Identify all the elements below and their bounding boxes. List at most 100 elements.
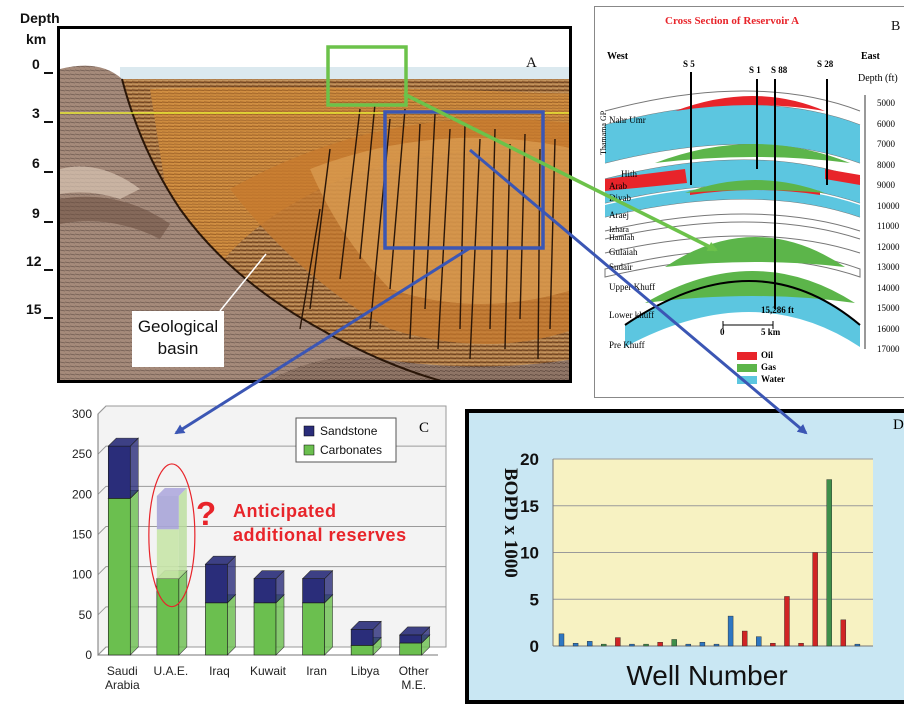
gridline [97, 526, 446, 535]
well-bar [643, 643, 649, 647]
legend-swatch-water [737, 376, 757, 384]
well-bar [798, 642, 804, 647]
bar-sandstone [399, 634, 423, 644]
legend-label-carbonates: Carbonates [320, 443, 382, 457]
depth-ft-tick: 6000 [877, 118, 895, 129]
depth-ft-tick: 12000 [877, 241, 900, 252]
depth-tick: 0 [32, 56, 40, 72]
x-axis-title: Well Number [626, 660, 787, 691]
bar-sandstone-top [107, 437, 140, 447]
bar-sandstone-top [350, 620, 382, 630]
well-bar [840, 619, 847, 647]
x-tick-label: U.A.E. [154, 664, 189, 678]
well-bar [784, 596, 790, 647]
formation-label: Arab [609, 181, 627, 191]
bar-sandstone-top [253, 570, 285, 579]
bar-carbonates [205, 602, 228, 656]
scale-zero: 0 [720, 327, 725, 337]
legend-swatch-oil [737, 352, 757, 360]
well-bar [629, 643, 635, 647]
y-tick-label: 0 [85, 648, 92, 662]
panel-d-letter: D [893, 417, 904, 433]
depth-ft-tick: 10000 [877, 200, 900, 211]
depth-ft-tick: 17000 [877, 344, 900, 354]
well-label: S 28 [817, 59, 834, 69]
gridline [97, 566, 446, 576]
well-bar [770, 642, 776, 647]
y-tick-label: 200 [72, 487, 92, 501]
anticipated-side [178, 487, 187, 579]
x-tick-label: Saudi [107, 664, 138, 678]
depth-axis-title: Depth [20, 10, 60, 26]
well-label: S 88 [771, 65, 788, 75]
well-bar [657, 642, 663, 647]
anticipated-ellipse [148, 463, 196, 608]
bar-sandstone-top [398, 626, 431, 636]
gridline [97, 485, 446, 495]
basin-label-line-1: Geological [137, 317, 219, 336]
well-bar [615, 637, 621, 647]
y-tick-label: 15 [520, 497, 539, 516]
depth-ft-tick: 13000 [877, 262, 900, 272]
y-tick-label: 0 [530, 637, 539, 656]
well-bar [741, 630, 748, 647]
bar-carbonates-side [178, 569, 188, 656]
formation-label: Pre Khuff [609, 340, 645, 350]
well-bar [727, 615, 734, 647]
depth-ft-tick: 11000 [877, 221, 900, 231]
y-tick-label: 50 [79, 608, 93, 622]
depth-tick: 12 [26, 253, 42, 269]
bar-carbonates-side [129, 489, 139, 656]
depth-tick: 9 [32, 205, 40, 221]
bar-sandstone [350, 628, 374, 646]
well-bar [826, 479, 832, 647]
well-bar [756, 636, 762, 647]
formation-label: Lower khuff [609, 310, 655, 320]
anticipated-label-line-1: Anticipated [233, 501, 337, 521]
y-tick-label: 100 [72, 568, 92, 582]
legend-swatch-gas [737, 364, 757, 372]
bar-carbonates [302, 602, 325, 656]
formation-label: Diyab [609, 193, 631, 203]
depth-ft-tick: 5000 [877, 98, 895, 108]
y-tick-label: 300 [72, 407, 92, 421]
x-tick-label: Iran [306, 664, 327, 678]
depth-axis: Depth km 0 3 6 9 12 15 [0, 0, 60, 340]
legend-label-gas: Gas [761, 362, 777, 372]
x-tick-label: Iraq [209, 664, 230, 678]
x-tick-label: Kuwait [250, 664, 287, 678]
bar-carbonates-side [227, 594, 236, 656]
legend-label-sandstone: Sandstone [320, 424, 378, 438]
well-bar [854, 643, 861, 647]
formation-label: Gulaiah [609, 247, 638, 257]
west-label: West [607, 51, 629, 62]
bar-sandstone-top [204, 555, 237, 565]
well-bar [699, 642, 706, 647]
y-axis-title: BOPD x 1000 [500, 468, 521, 578]
total-depth-label: 15,286 ft [761, 305, 794, 315]
scale-label: 5 km [761, 327, 781, 337]
well-bar [558, 633, 565, 647]
bar-carbonates [107, 498, 131, 656]
depth-ft-ticks: 5000 6000 7000 8000 9000 10000 11000 120… [877, 93, 900, 360]
x-tick-label: Arabia [105, 678, 140, 692]
legend-swatch-sandstone [303, 425, 315, 437]
bar-sandstone-side [129, 437, 139, 500]
anticipated-top [156, 487, 187, 496]
panel-c-reserves-chart: 0 50 100 150 200 250 300 Saudi Arabia U.A.E. Iraq K… [56, 398, 462, 698]
legend-label-water: Water [761, 374, 785, 384]
well-label: S 1 [749, 65, 761, 75]
bar-carbonates-side [324, 594, 333, 656]
depth-ft-tick: 16000 [877, 323, 900, 334]
formation-label: Nahr Umr [609, 115, 646, 125]
depth-ft-tick: 15000 [877, 303, 900, 313]
panel-b-title: Cross Section of Reservoir A [665, 15, 800, 27]
bar-carbonates [350, 645, 374, 656]
x-tick-label: M.E. [401, 678, 426, 692]
formation-label: Upper Khuff [609, 282, 656, 292]
east-label: East [861, 51, 880, 62]
panel-b-letter: B [891, 19, 901, 34]
question-mark: ? [196, 495, 217, 532]
anticipated-carbonates [156, 529, 179, 579]
well-bar [572, 642, 579, 647]
